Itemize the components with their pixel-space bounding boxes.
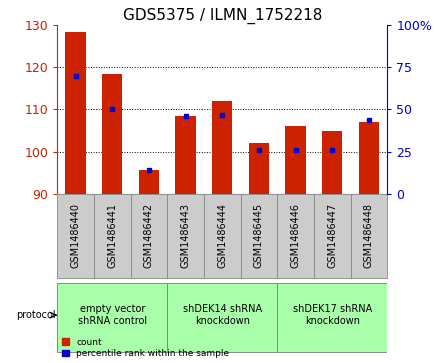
Bar bbox=[139, 171, 159, 193]
Bar bbox=[241, 193, 277, 278]
Bar bbox=[94, 193, 131, 278]
Text: protocol: protocol bbox=[16, 310, 55, 320]
Text: GSM1486440: GSM1486440 bbox=[70, 203, 81, 268]
Text: GSM1486443: GSM1486443 bbox=[180, 203, 191, 268]
Text: GSM1486447: GSM1486447 bbox=[327, 203, 337, 268]
Text: empty vector
shRNA control: empty vector shRNA control bbox=[77, 304, 147, 326]
Bar bbox=[286, 126, 306, 193]
Bar bbox=[212, 101, 232, 193]
Bar bbox=[204, 193, 241, 278]
Bar bbox=[314, 193, 351, 278]
Bar bbox=[57, 193, 94, 278]
Bar bbox=[277, 283, 387, 352]
Bar bbox=[351, 193, 387, 278]
Text: GSM1486444: GSM1486444 bbox=[217, 203, 227, 268]
Bar bbox=[131, 193, 167, 278]
Legend: count, percentile rank within the sample: count, percentile rank within the sample bbox=[62, 338, 229, 359]
Bar bbox=[249, 143, 269, 193]
Text: GSM1486445: GSM1486445 bbox=[254, 203, 264, 268]
Text: GSM1486441: GSM1486441 bbox=[107, 203, 117, 268]
Bar bbox=[66, 32, 86, 193]
Bar bbox=[167, 283, 277, 352]
Text: GSM1486442: GSM1486442 bbox=[144, 203, 154, 268]
Bar bbox=[359, 122, 379, 193]
Bar bbox=[176, 116, 196, 193]
Title: GDS5375 / ILMN_1752218: GDS5375 / ILMN_1752218 bbox=[122, 8, 322, 24]
Text: shDEK14 shRNA
knockdown: shDEK14 shRNA knockdown bbox=[183, 304, 262, 326]
Bar bbox=[277, 193, 314, 278]
Bar bbox=[102, 74, 122, 193]
Text: GSM1486446: GSM1486446 bbox=[290, 203, 301, 268]
Bar bbox=[322, 131, 342, 193]
Text: shDEK17 shRNA
knockdown: shDEK17 shRNA knockdown bbox=[293, 304, 372, 326]
Bar bbox=[57, 283, 167, 352]
Bar bbox=[167, 193, 204, 278]
Text: GSM1486448: GSM1486448 bbox=[364, 203, 374, 268]
